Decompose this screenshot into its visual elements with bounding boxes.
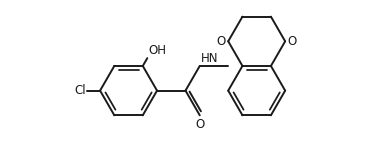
Text: O: O	[196, 118, 205, 131]
Text: O: O	[287, 35, 297, 48]
Text: O: O	[217, 35, 226, 48]
Text: Cl: Cl	[74, 84, 86, 97]
Text: OH: OH	[148, 44, 166, 57]
Text: HN: HN	[201, 52, 218, 65]
